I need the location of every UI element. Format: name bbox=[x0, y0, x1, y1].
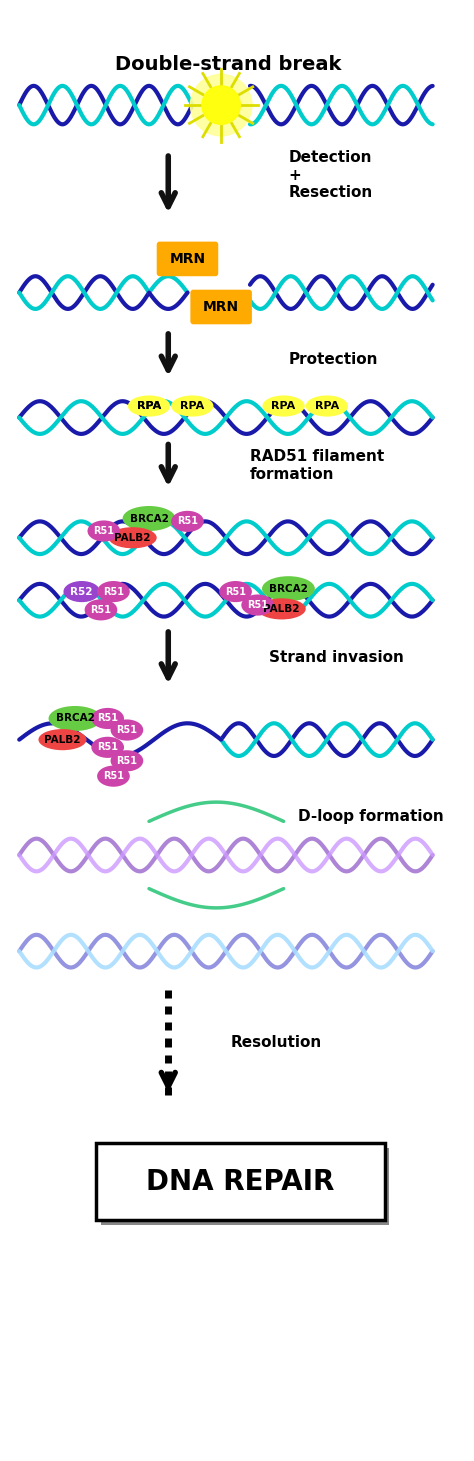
Text: DNA REPAIR: DNA REPAIR bbox=[146, 1167, 335, 1197]
Text: MRN: MRN bbox=[203, 300, 239, 314]
Text: BRCA2: BRCA2 bbox=[55, 713, 94, 723]
Ellipse shape bbox=[171, 396, 213, 416]
Text: RPA: RPA bbox=[180, 400, 204, 411]
Ellipse shape bbox=[91, 709, 124, 729]
Ellipse shape bbox=[91, 736, 124, 758]
Ellipse shape bbox=[38, 729, 87, 749]
Text: BRCA2: BRCA2 bbox=[269, 584, 308, 593]
Text: R51: R51 bbox=[177, 516, 198, 526]
Text: RPA: RPA bbox=[315, 400, 339, 411]
Ellipse shape bbox=[97, 581, 130, 602]
Text: R51: R51 bbox=[91, 605, 111, 615]
Ellipse shape bbox=[258, 599, 306, 619]
Ellipse shape bbox=[48, 706, 101, 730]
Text: RAD51 filament
formation: RAD51 filament formation bbox=[250, 450, 384, 482]
Ellipse shape bbox=[110, 749, 143, 771]
Ellipse shape bbox=[109, 527, 157, 548]
Ellipse shape bbox=[128, 396, 170, 416]
Ellipse shape bbox=[110, 719, 143, 741]
Text: D-loop formation: D-loop formation bbox=[298, 809, 444, 824]
Ellipse shape bbox=[219, 581, 252, 602]
Ellipse shape bbox=[262, 576, 315, 600]
Text: R51: R51 bbox=[103, 771, 124, 782]
Text: R51: R51 bbox=[117, 725, 137, 735]
Text: Double-strand break: Double-strand break bbox=[115, 56, 341, 75]
Text: PALB2: PALB2 bbox=[114, 533, 151, 542]
Text: BRCA2: BRCA2 bbox=[129, 513, 168, 523]
Ellipse shape bbox=[97, 766, 130, 786]
Text: RPA: RPA bbox=[272, 400, 296, 411]
Text: R51: R51 bbox=[247, 600, 268, 611]
Ellipse shape bbox=[84, 599, 117, 621]
Text: MRN: MRN bbox=[169, 251, 206, 266]
Text: R51: R51 bbox=[103, 586, 124, 596]
Text: Detection
+
Resection: Detection + Resection bbox=[288, 150, 373, 200]
Text: R51: R51 bbox=[225, 586, 246, 596]
Text: R51: R51 bbox=[117, 755, 137, 766]
Text: R52: R52 bbox=[71, 586, 93, 596]
Text: Resolution: Resolution bbox=[231, 1034, 322, 1050]
FancyBboxPatch shape bbox=[191, 289, 252, 324]
Ellipse shape bbox=[88, 520, 120, 542]
FancyBboxPatch shape bbox=[157, 241, 218, 276]
Circle shape bbox=[202, 86, 240, 124]
FancyBboxPatch shape bbox=[96, 1144, 384, 1220]
Ellipse shape bbox=[64, 581, 100, 602]
Ellipse shape bbox=[241, 595, 274, 615]
Text: RPA: RPA bbox=[137, 400, 161, 411]
Text: PALB2: PALB2 bbox=[264, 603, 300, 614]
Text: R51: R51 bbox=[93, 526, 114, 536]
FancyBboxPatch shape bbox=[101, 1148, 389, 1226]
Text: RPA: RPA bbox=[137, 400, 161, 411]
Ellipse shape bbox=[263, 396, 305, 416]
Text: R51: R51 bbox=[97, 713, 118, 723]
Text: Strand invasion: Strand invasion bbox=[269, 650, 404, 665]
Ellipse shape bbox=[123, 506, 175, 530]
Circle shape bbox=[191, 75, 252, 136]
Text: PALB2: PALB2 bbox=[44, 735, 81, 745]
Ellipse shape bbox=[306, 396, 348, 416]
Ellipse shape bbox=[171, 511, 204, 532]
Text: Protection: Protection bbox=[288, 352, 378, 367]
Text: R51: R51 bbox=[97, 742, 118, 752]
